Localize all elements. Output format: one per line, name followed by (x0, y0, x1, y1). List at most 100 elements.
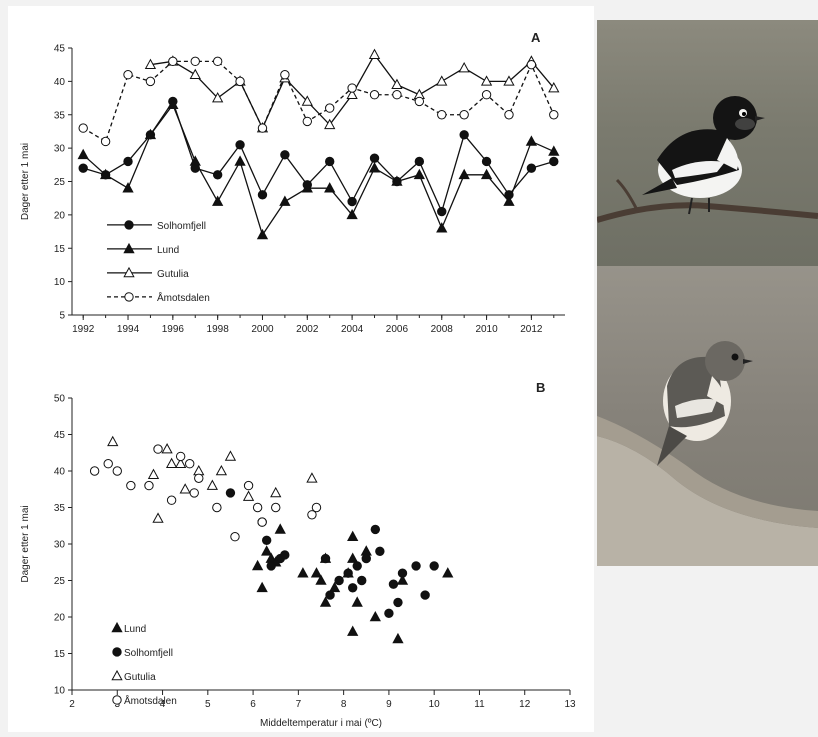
data-point (347, 530, 359, 541)
data-point (235, 76, 245, 87)
data-point (257, 123, 268, 133)
data-point (548, 145, 560, 156)
data-point (99, 168, 112, 180)
data-point (280, 550, 290, 560)
data-point (234, 155, 246, 166)
y-tick-label: 45 (54, 430, 66, 441)
data-point (166, 495, 177, 505)
data-point (346, 88, 358, 100)
data-point (185, 459, 195, 469)
data-point (388, 579, 399, 589)
data-point (193, 464, 205, 476)
data-point (123, 70, 133, 80)
data-point (165, 457, 178, 468)
data-point (225, 488, 236, 498)
data-point (458, 61, 470, 73)
data-point (429, 561, 439, 571)
data-point (261, 535, 272, 546)
x-tick-label: 2000 (251, 324, 274, 335)
legend-marker (112, 647, 122, 657)
data-point (212, 56, 223, 67)
y-tick-label: 15 (54, 649, 66, 660)
y-tick-label: 10 (54, 686, 66, 697)
x-tick-label: 13 (564, 699, 576, 710)
data-point (503, 195, 515, 206)
data-point (526, 163, 537, 173)
data-point (320, 553, 331, 564)
legend-label: Gutulia (124, 672, 156, 683)
x-tick-label: 2006 (386, 324, 409, 335)
data-point (396, 574, 409, 585)
data-point (391, 78, 403, 90)
data-point (346, 208, 358, 220)
y-axis-label: Dager etter 1 mai (20, 505, 31, 582)
data-point (368, 162, 381, 173)
data-point (252, 502, 263, 513)
x-tick-label: 2002 (296, 324, 319, 335)
legend-marker (123, 266, 135, 278)
data-point (420, 590, 430, 600)
data-point (437, 110, 447, 120)
male-pied-flycatcher-icon (597, 96, 818, 223)
data-point (230, 532, 240, 542)
data-point (347, 583, 358, 593)
data-point (212, 92, 224, 103)
data-point (347, 552, 359, 563)
x-tick-label: 1994 (117, 324, 140, 335)
data-point (360, 545, 372, 556)
data-point (459, 110, 469, 120)
data-point (190, 56, 200, 67)
data-point (324, 182, 336, 193)
data-point (328, 581, 341, 593)
data-point (311, 502, 322, 513)
legend-marker (112, 695, 122, 705)
data-point (122, 182, 134, 193)
x-tick-label: 12 (519, 699, 531, 710)
data-point (370, 524, 381, 535)
data-point (152, 512, 164, 523)
data-point (301, 182, 313, 193)
data-point (194, 473, 204, 483)
data-point (297, 567, 309, 578)
data-point (212, 502, 222, 513)
data-point (310, 567, 323, 578)
data-point (414, 96, 425, 107)
female-flycatcher-photo (597, 266, 818, 566)
x-tick-label: 10 (429, 699, 441, 710)
data-point (375, 546, 385, 556)
data-point (458, 168, 470, 180)
female-pied-flycatcher-icon (597, 341, 818, 566)
data-point (525, 135, 538, 146)
data-point (392, 90, 402, 100)
data-point (261, 545, 273, 556)
data-point (302, 116, 312, 127)
data-point (175, 451, 186, 462)
data-point (189, 488, 199, 498)
data-point (384, 608, 394, 619)
x-tick-label: 2004 (341, 324, 364, 335)
data-point (167, 98, 179, 110)
data-point (103, 459, 113, 469)
data-point (206, 479, 218, 490)
data-point (153, 444, 163, 454)
legend-label: Lund (157, 245, 179, 256)
legend-marker (111, 669, 123, 681)
data-point (242, 490, 255, 501)
data-point (391, 175, 403, 186)
data-point (548, 82, 560, 93)
data-point (325, 103, 335, 113)
legend-label: Gutulia (157, 269, 189, 280)
data-point (369, 90, 380, 100)
data-point (112, 466, 122, 476)
x-tick-label: 6 (250, 699, 256, 710)
data-point (315, 574, 327, 585)
data-point (324, 118, 336, 130)
legend-label: Solhomfjell (157, 221, 206, 232)
data-point (257, 517, 267, 527)
data-point (325, 156, 335, 167)
data-point (437, 206, 447, 217)
data-point (334, 575, 344, 586)
data-point (306, 472, 318, 483)
data-point (175, 457, 187, 468)
data-point (411, 561, 421, 571)
